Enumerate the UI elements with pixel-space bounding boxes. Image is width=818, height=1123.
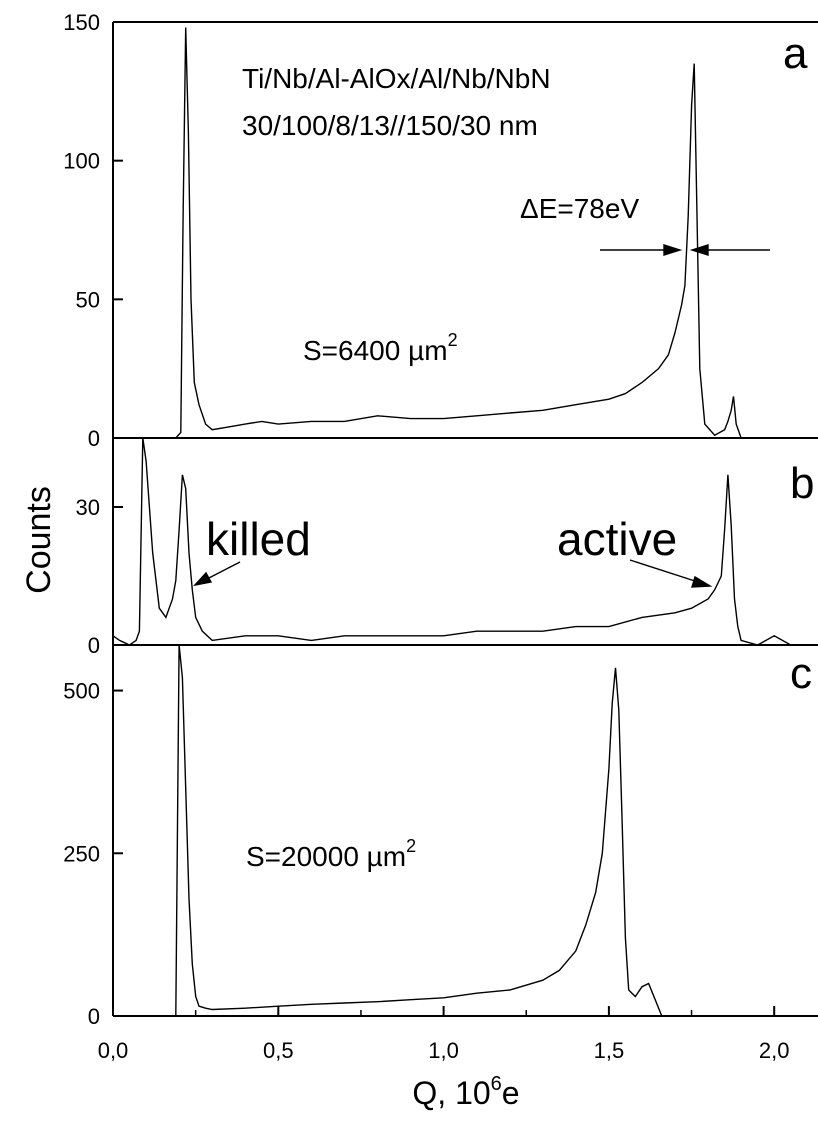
spectrum-line-a <box>175 27 742 439</box>
thickness-label: 30/100/8/13//150/30 nm <box>242 110 538 141</box>
curves <box>112 27 792 1017</box>
panel-letter-c: c <box>790 649 812 698</box>
y-tick-label: 250 <box>63 841 100 866</box>
y-tick-label: 0 <box>88 1004 100 1029</box>
x-tick-label: 2,0 <box>759 1038 790 1063</box>
label-arrows <box>193 559 713 588</box>
y-tick-label: 500 <box>63 679 100 704</box>
spectrum-line-b <box>112 437 792 646</box>
plot-frame <box>112 21 818 1017</box>
y-tick-label: 150 <box>63 10 100 35</box>
y-tick-label: 30 <box>76 495 100 520</box>
area-label-c: S=20000 µm2 <box>246 836 416 872</box>
x-tick-label: 0,5 <box>263 1038 294 1063</box>
y-tick-label: 100 <box>63 149 100 174</box>
x-tick-label: 1,5 <box>594 1038 625 1063</box>
x-tick-label: 0,0 <box>98 1038 129 1063</box>
axis-ticks: 0,0 0,5 1,0 1,5 2,0 0 50 100 150 0 30 0 250 500 <box>63 10 789 1063</box>
y-tick-label: 50 <box>76 287 100 312</box>
y-tick-label: 0 <box>88 633 100 658</box>
y-axis-label: Counts <box>20 486 58 594</box>
x-tick-label: 1,0 <box>428 1038 459 1063</box>
panel-letter-b: b <box>790 459 814 508</box>
panel-letter-a: a <box>783 29 808 78</box>
area-label-a: S=6400 µm2 <box>303 330 458 366</box>
y-tick-label: 0 <box>88 426 100 451</box>
killed-label: killed <box>206 513 311 565</box>
resolution-label: ΔE=78eV <box>520 193 639 224</box>
x-axis-label: Q, 106e <box>412 1073 519 1111</box>
active-label: active <box>557 513 677 565</box>
spectrum-line-c <box>172 644 663 1017</box>
stack-label: Ti/Nb/Al-AlOx/Al/Nb/NbN <box>242 63 551 94</box>
resolution-arrows <box>600 244 770 256</box>
